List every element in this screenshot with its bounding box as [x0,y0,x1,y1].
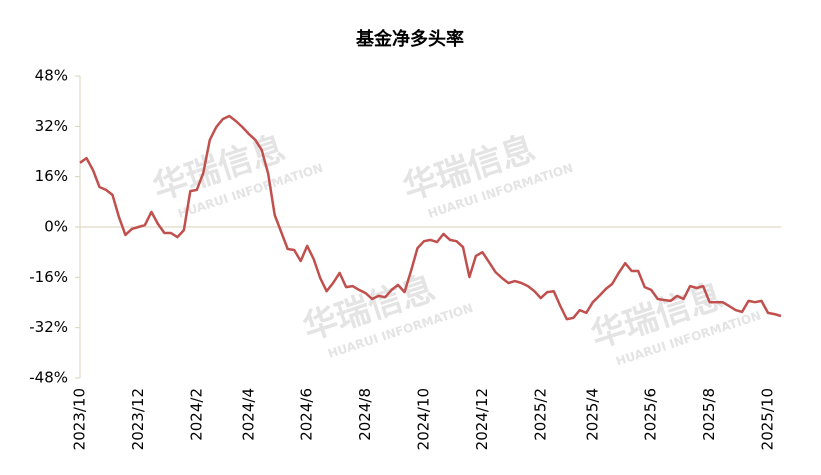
x-tick-label: 2023/12 [129,388,147,450]
x-tick-label: 2024/8 [356,388,374,441]
chart-title: 基金净多头率 [355,28,464,50]
x-tick-label: 2024/6 [298,388,316,441]
watermark: 华瑞信息 HUARUI INFORMATION [148,128,324,221]
watermark: 华瑞信息 HUARUI INFORMATION [398,128,574,221]
y-tick-label: 16% [35,167,68,185]
x-tick-label: 2025/4 [583,388,601,441]
y-tick-label: -16% [29,268,68,286]
x-tick-label: 2025/2 [531,388,549,441]
y-tick-label: -32% [29,318,68,336]
y-tick-label: 0% [44,218,68,236]
y-tick-label: -48% [29,369,68,387]
line [79,114,782,321]
x-tick-label: 2025/8 [700,388,718,441]
x-tick-label: 2024/10 [415,388,433,450]
x-tick-label: 2025/10 [759,388,777,450]
watermark: 华瑞信息 HUARUI INFORMATION [298,268,474,361]
y-tick-label: 32% [35,117,68,135]
x-tick-label: 2023/10 [71,388,89,450]
y-tick-label: 48% [35,67,68,85]
x-tick-label: 2024/4 [239,388,257,441]
x-tick-label: 2024/2 [187,388,205,441]
x-tick-label: 2024/12 [473,388,491,450]
x-tick-label: 2025/6 [642,388,660,441]
